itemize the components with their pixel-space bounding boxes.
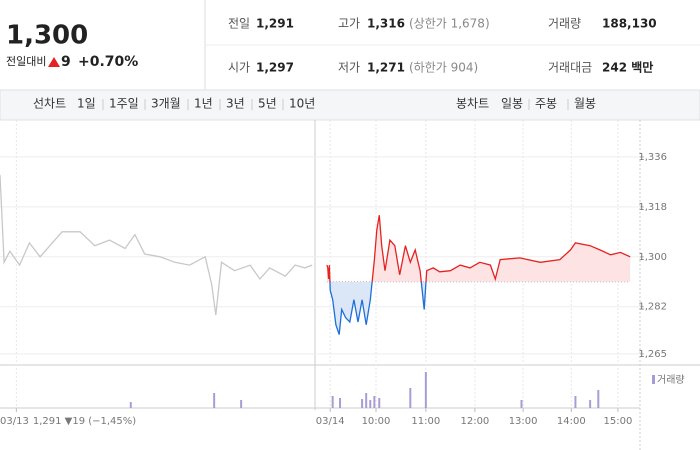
tab-group-label: 봉차트 bbox=[456, 97, 489, 111]
volume-bar bbox=[369, 400, 372, 408]
stat-value: 242 백만 bbox=[602, 60, 653, 75]
x-tick-label: 12:00 bbox=[460, 416, 489, 427]
x-tick-label: 13:00 bbox=[509, 416, 538, 427]
price-area bbox=[326, 215, 631, 335]
y-tick-label: 1,282 bbox=[638, 302, 667, 313]
stats: 전일 1,291 고가 1,316 (상한가 1,678) 거래량 188,130 시가 1,2… bbox=[228, 17, 657, 75]
period-tab[interactable]: 3개월 bbox=[151, 97, 181, 111]
candle-tab[interactable]: 월봉 bbox=[574, 97, 596, 111]
stat-value: 1,297 bbox=[256, 61, 294, 75]
change-rate: +0.70% bbox=[78, 54, 138, 70]
volume-bar bbox=[373, 396, 376, 408]
stat-label: 거래량 bbox=[548, 17, 581, 31]
period-tab[interactable]: 1일 bbox=[77, 97, 96, 111]
change: 9 bbox=[61, 54, 71, 70]
period-tab[interactable]: 1년 bbox=[194, 97, 213, 111]
y-tick-label: 1,318 bbox=[638, 202, 667, 213]
legend-label: 거래량 bbox=[657, 374, 685, 386]
candle-tab[interactable]: 주봉 bbox=[535, 97, 557, 111]
stat-label: 거래대금 bbox=[548, 61, 592, 75]
volume-bar bbox=[339, 398, 342, 408]
stat-label: 전일 bbox=[228, 17, 250, 31]
x-tick-label: 11:00 bbox=[411, 416, 440, 427]
volume-bar bbox=[589, 400, 592, 408]
stat-label: 시가 bbox=[228, 61, 250, 75]
y-tick-label: 1,300 bbox=[638, 252, 667, 263]
volume-bar bbox=[409, 388, 412, 408]
up-icon bbox=[48, 57, 60, 67]
stat-value: 1,271 bbox=[367, 61, 405, 75]
price: 1,300 bbox=[6, 21, 88, 51]
y-tick-label: 1,265 bbox=[638, 349, 667, 360]
stat-value: 188,130 bbox=[602, 17, 657, 31]
volume-bar bbox=[240, 400, 243, 408]
volume-bar bbox=[129, 402, 132, 408]
x-tick-label: 03/14 bbox=[316, 416, 345, 427]
stat-value: 1,316 bbox=[367, 17, 405, 31]
stat-note: (하한가 904) bbox=[409, 61, 478, 75]
stat-note: (상한가 1,678) bbox=[409, 17, 490, 31]
period-tab[interactable]: 1주일 bbox=[109, 97, 139, 111]
chart: 1,265 1,282 1,300 1,318 1,336 03/13 03/14 10:00… bbox=[0, 120, 685, 427]
stat-label: 저가 bbox=[338, 61, 360, 75]
volume-bar bbox=[520, 400, 523, 408]
volume-bar bbox=[574, 396, 577, 408]
legend-swatch bbox=[652, 375, 655, 384]
previous-day-note: 1,291 ▼19 (−1,45%) bbox=[33, 416, 136, 427]
y-tick-label: 1,336 bbox=[638, 152, 667, 163]
tab-bar bbox=[0, 89, 700, 121]
period-tab[interactable]: 3년 bbox=[226, 97, 245, 111]
stat-label: 고가 bbox=[338, 17, 360, 31]
x-tick-label: 10:00 bbox=[362, 416, 391, 427]
tab-group-label: 선차트 bbox=[33, 97, 66, 111]
x-tick-label: 03/13 bbox=[0, 416, 29, 427]
volume-bar bbox=[331, 396, 334, 408]
volume-bar bbox=[361, 399, 364, 408]
volume-bar bbox=[365, 393, 368, 408]
candle-tab[interactable]: 일봉 bbox=[501, 97, 523, 111]
volume-bar bbox=[378, 398, 381, 408]
price-line bbox=[0, 174, 313, 316]
volume-bar bbox=[597, 390, 600, 408]
volume-bar bbox=[424, 372, 427, 408]
volume-bar bbox=[213, 393, 216, 408]
change-label: 전일대비 bbox=[6, 54, 46, 68]
stat-value: 1,291 bbox=[256, 17, 294, 31]
period-tab[interactable]: 10년 bbox=[289, 97, 315, 111]
tabs: 선차트 1일 1주일 3개월 1년 3년 5년 10년 봉차트 일봉 주봉 월봉 bbox=[33, 97, 596, 111]
x-tick-label: 15:00 bbox=[604, 416, 633, 427]
price-line bbox=[326, 215, 631, 335]
x-tick-label: 14:00 bbox=[557, 416, 586, 427]
period-tab[interactable]: 5년 bbox=[258, 97, 277, 111]
